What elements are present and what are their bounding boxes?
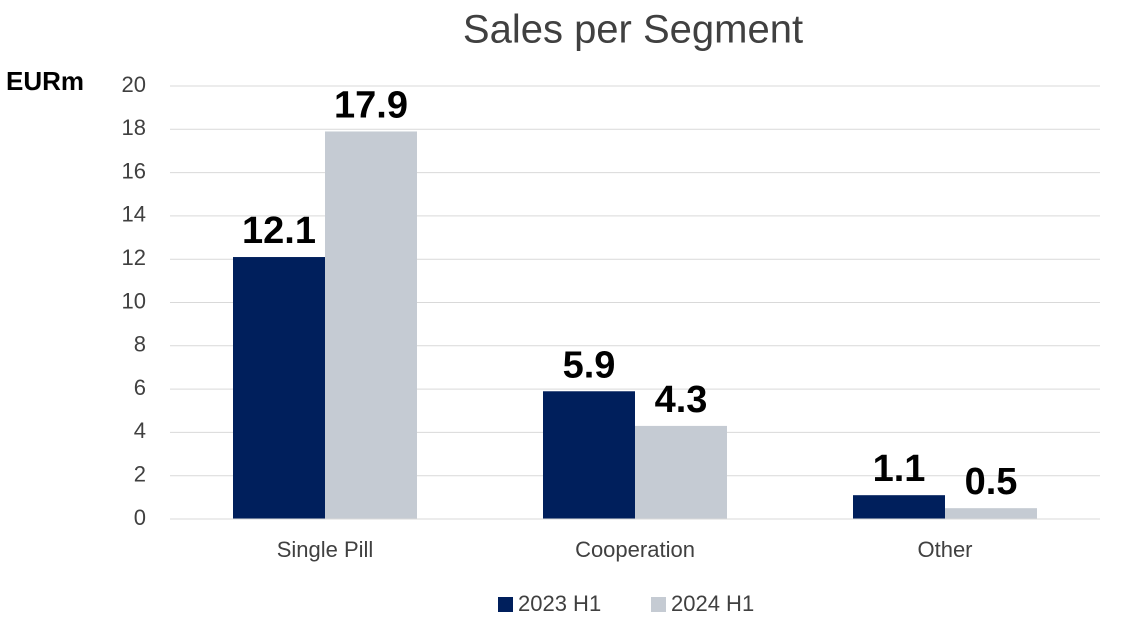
y-tick-label: 18 [122,115,146,140]
legend-swatch [651,597,666,612]
x-tick-label: Other [917,537,972,562]
data-label: 0.5 [965,461,1018,503]
chart-title: Sales per Segment [463,8,803,52]
bar [543,391,635,519]
y-tick-label: 14 [122,202,146,227]
y-tick-label: 20 [122,72,146,97]
bar [635,425,727,519]
data-label: 5.9 [563,344,616,386]
y-tick-label: 4 [134,418,146,443]
x-tick-label: Cooperation [575,537,695,562]
data-label: 1.1 [873,448,926,490]
legend-label: 2024 H1 [671,591,754,616]
y-tick-label: 16 [122,158,146,183]
bar [853,495,945,519]
x-tick-label: Single Pill [277,537,374,562]
y-tick-label: 6 [134,375,146,400]
bar [233,257,325,519]
y-tick-label: 0 [134,505,146,530]
data-label: 12.1 [242,210,316,252]
legend-swatch [498,597,513,612]
y-tick-label: 12 [122,245,146,270]
data-label: 17.9 [334,84,408,126]
y-tick-label: 8 [134,332,146,357]
legend-label: 2023 H1 [518,591,601,616]
bar [945,508,1037,519]
y-axis-label: EURm [6,66,84,96]
y-tick-label: 2 [134,462,146,487]
data-label: 4.3 [655,379,708,421]
y-tick-label: 10 [122,288,146,313]
bar [325,131,417,519]
